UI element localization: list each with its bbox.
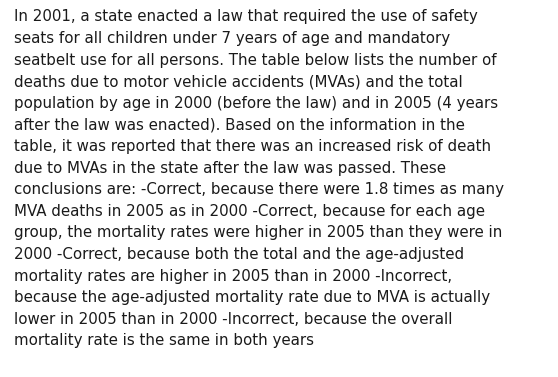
Text: In 2001, a state enacted a law that required the use of safety
seats for all chi: In 2001, a state enacted a law that requ… [14, 9, 504, 348]
